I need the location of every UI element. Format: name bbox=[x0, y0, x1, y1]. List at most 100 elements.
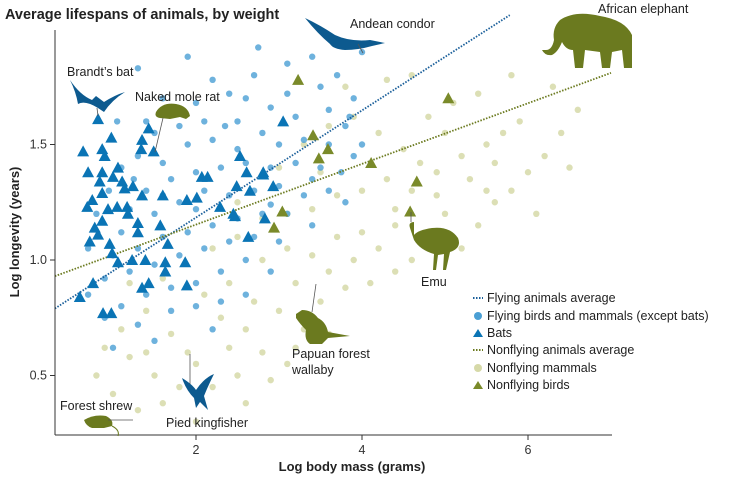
legend-bats: Bats bbox=[487, 326, 512, 340]
legend-nonflying-birds: Nonflying birds bbox=[487, 378, 570, 392]
flying-animal-point bbox=[167, 307, 175, 315]
condor-icon bbox=[305, 18, 385, 54]
bat-point bbox=[106, 247, 119, 259]
flying-animal-point bbox=[309, 53, 316, 60]
bat-point bbox=[190, 191, 203, 203]
flying-animal-point bbox=[192, 205, 200, 213]
bat-point bbox=[131, 226, 144, 238]
bat-point bbox=[230, 180, 243, 192]
nonflying-mammal-point bbox=[101, 344, 108, 351]
bat-point bbox=[277, 115, 290, 127]
bat-icon bbox=[70, 80, 125, 117]
nonflying-mammal-point bbox=[574, 106, 581, 114]
flying-animal-point bbox=[358, 48, 366, 56]
nonflying-mammal-point bbox=[275, 307, 283, 315]
nonflying-mammal-point bbox=[192, 418, 200, 425]
bat-point bbox=[92, 113, 105, 125]
nonflying-mammal-point bbox=[159, 275, 166, 282]
nonflying-mammal-point bbox=[392, 222, 399, 229]
nonflying-mammal-point bbox=[508, 72, 515, 79]
nonflying-mammal-point bbox=[292, 279, 299, 287]
legend-flying-dot-swatch bbox=[474, 312, 482, 320]
elephant-icon bbox=[542, 13, 632, 68]
nonflying-mammal-point bbox=[441, 129, 449, 137]
flying-animal-point bbox=[176, 199, 183, 206]
flying-animal-point bbox=[333, 72, 341, 79]
flying-animal-point bbox=[267, 164, 274, 171]
nonflying-mammal-point bbox=[558, 129, 565, 137]
nonflying-mammal-point bbox=[549, 83, 557, 90]
bat-point bbox=[180, 193, 193, 205]
bat-point bbox=[180, 279, 193, 291]
legend-nonflying-dot-swatch bbox=[474, 364, 482, 372]
flying-animal-point bbox=[226, 90, 233, 97]
bat-point bbox=[159, 265, 172, 277]
bat-point bbox=[258, 212, 271, 224]
flying-animal-point bbox=[126, 268, 133, 275]
bat-point bbox=[105, 307, 118, 319]
nonflying-mammal-point bbox=[226, 279, 233, 287]
x-axis-label: Log body mass (grams) bbox=[279, 459, 426, 474]
nonflying-mammal-point bbox=[259, 256, 266, 264]
nonflying-mammal-point bbox=[566, 164, 573, 171]
nonflying-mammal-point bbox=[350, 256, 357, 264]
nonflying-mammal-point bbox=[176, 383, 183, 391]
bat-point bbox=[136, 281, 149, 293]
nonflying-mammal-point bbox=[375, 245, 382, 252]
bat-point bbox=[227, 207, 240, 219]
y-tick-label: 1.0 bbox=[30, 253, 47, 267]
bat-point bbox=[139, 254, 152, 265]
flying-animal-point bbox=[192, 303, 200, 310]
nonflying-bird-point bbox=[410, 175, 423, 187]
nonflying-mammal-point bbox=[143, 349, 150, 356]
bat-point bbox=[121, 200, 134, 212]
flying-animal-point bbox=[134, 321, 142, 328]
nonflying-mammal-point bbox=[259, 349, 266, 356]
flying-animal-point bbox=[130, 175, 137, 183]
nonflying-mammal-point bbox=[159, 400, 166, 407]
flying-animal-point bbox=[217, 164, 225, 171]
nonflying-mammal-point bbox=[134, 406, 142, 414]
bat-point bbox=[131, 217, 144, 229]
nonflying-mammal-point bbox=[392, 205, 399, 213]
bat-point bbox=[267, 180, 280, 192]
flying-animal-point bbox=[143, 118, 150, 125]
bat-point bbox=[111, 256, 124, 268]
flying-animal-point bbox=[259, 129, 266, 137]
flying-animal-point bbox=[192, 99, 200, 107]
nonflying-bird-point bbox=[321, 143, 334, 155]
nonflying-mammal-point bbox=[524, 169, 532, 176]
nonflying-mammal-point bbox=[441, 210, 449, 217]
bat-point bbox=[214, 200, 227, 212]
nonflying-mammal-point bbox=[192, 360, 200, 368]
nonflying-mammal-point bbox=[209, 245, 216, 252]
bat-point bbox=[102, 203, 115, 215]
nonflying-mammal-point bbox=[93, 372, 100, 379]
bat-point bbox=[201, 170, 214, 182]
bat-point bbox=[73, 290, 86, 302]
bat-point bbox=[98, 150, 111, 162]
nonflying-mammal-point bbox=[416, 159, 424, 167]
flying-animal-point bbox=[192, 169, 200, 176]
bat-point bbox=[92, 228, 105, 240]
nonflying-mammal-point bbox=[226, 344, 233, 351]
nonflying-mammal-point bbox=[541, 152, 548, 160]
wallaby-icon bbox=[296, 283, 350, 344]
nonflying-mammal-point bbox=[408, 187, 415, 194]
ticks: 2 4 6 0.5 1.0 1.5 bbox=[30, 138, 532, 458]
flying-animal-point bbox=[176, 252, 183, 259]
flying-animal-point bbox=[325, 187, 332, 194]
nonflying-mammal-point bbox=[367, 279, 374, 287]
legend-flying-line: Flying animals average bbox=[487, 291, 616, 305]
flying-animal-point bbox=[143, 187, 150, 194]
bat-point bbox=[83, 235, 96, 247]
x-tick-label: 2 bbox=[193, 443, 200, 457]
annotation-molerat: Naked mole rat bbox=[135, 90, 220, 104]
flying-animal-point bbox=[134, 245, 142, 252]
annotation-shrew: Forest shrew bbox=[60, 399, 133, 413]
flying-animal-point bbox=[242, 95, 249, 102]
chart-title: Average lifespans of animals, by weight bbox=[5, 7, 279, 23]
annotation-emu: Emu bbox=[421, 275, 447, 289]
bat-point bbox=[156, 189, 169, 201]
nonflying-mammal-point bbox=[242, 400, 249, 407]
